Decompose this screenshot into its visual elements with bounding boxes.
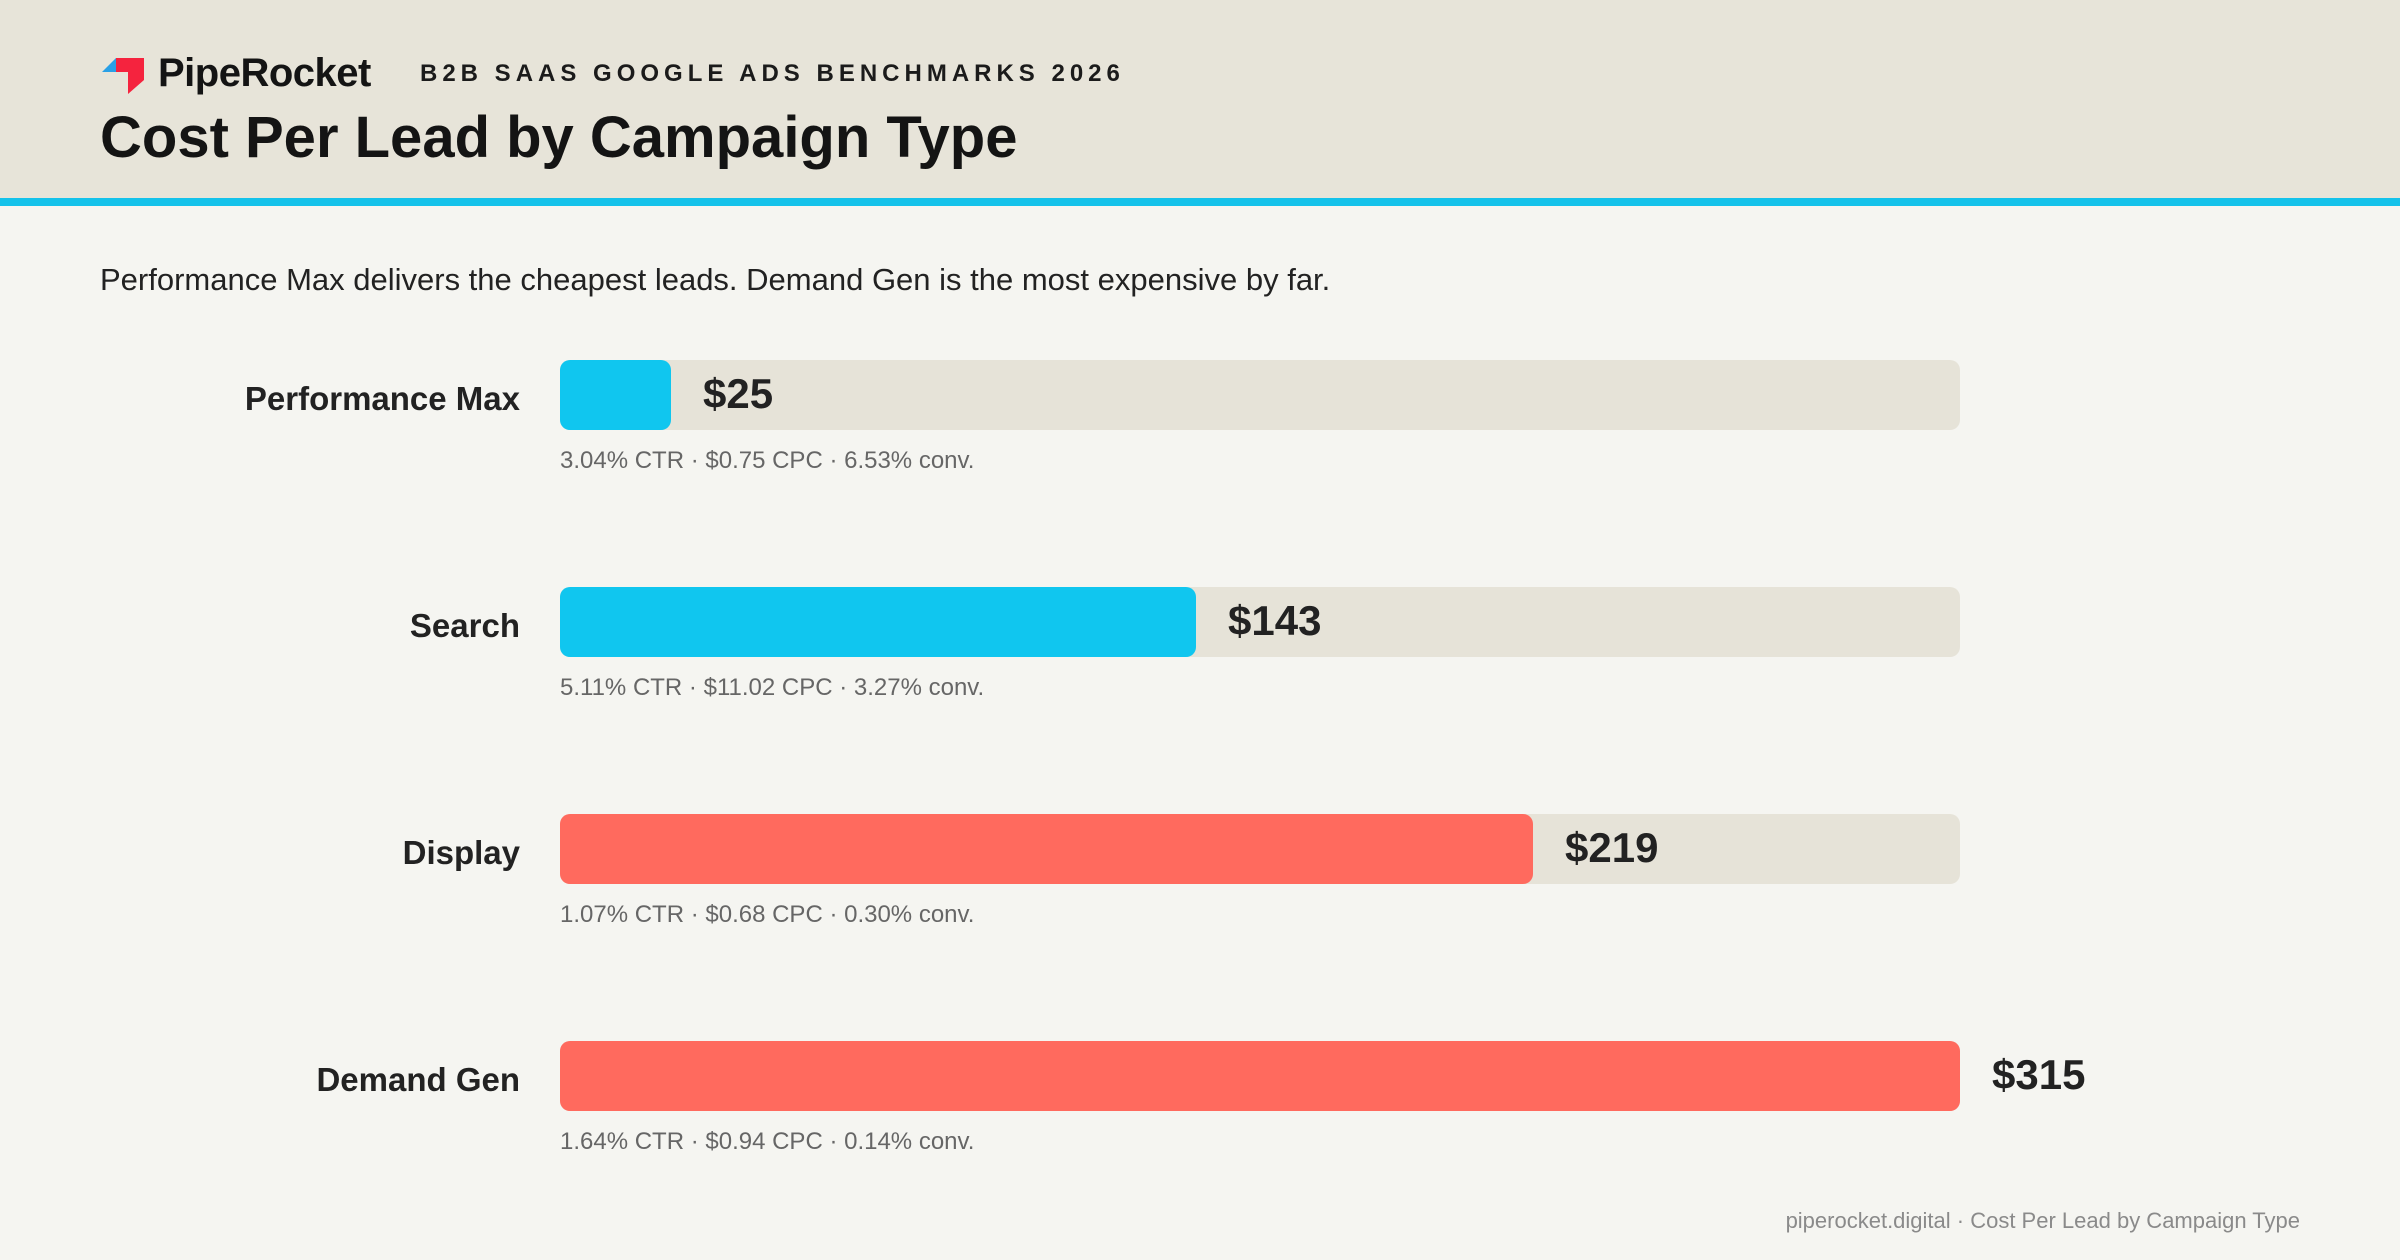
category-label: Display (402, 834, 520, 871)
bar-row: Display $219 1.07% CTR · $0.68 CPC · 0.30%… (0, 814, 2400, 954)
value-label: $315 (1992, 1051, 2086, 1098)
brand-name: PipeRocket (158, 50, 371, 95)
bar-row: Performance Max $25 3.04% CTR · $0.75 CPC … (0, 360, 2400, 500)
category-label: Demand Gen (316, 1061, 520, 1098)
bar (560, 587, 1196, 657)
value-label: $143 (1228, 597, 1322, 644)
category-label: Search (409, 607, 520, 644)
chart-subtitle: Performance Max delivers the cheapest le… (100, 262, 1331, 297)
brand[interactable]: PipeRocket (100, 48, 371, 98)
bar-track (560, 360, 1960, 430)
bar (560, 1041, 1960, 1111)
bar-row: Demand Gen $315 1.64% CTR · $0.94 CPC · 0.… (0, 1041, 2400, 1181)
metrics-caption: 1.64% CTR · $0.94 CPC · 0.14% conv. (560, 1128, 975, 1155)
category-label: Performance Max (244, 380, 520, 417)
bar (560, 360, 671, 430)
piperocket-logo-icon (102, 58, 144, 94)
value-label: $25 (703, 370, 774, 417)
metrics-caption: 3.04% CTR · $0.75 CPC · 6.53% conv. (560, 447, 975, 474)
bar-row: Search $143 5.11% CTR · $11.02 CPC · 3.27%… (0, 587, 2400, 727)
bar (560, 814, 1533, 884)
page-title: Cost Per Lead by Campaign Type (100, 105, 1018, 170)
report-kicker: B2B SAAS GOOGLE ADS BENCHMARKS 2026 (420, 60, 1125, 87)
metrics-caption: 1.07% CTR · $0.68 CPC · 0.30% conv. (560, 901, 975, 928)
metrics-caption: 5.11% CTR · $11.02 CPC · 3.27% conv. (560, 674, 985, 701)
value-label: $219 (1565, 824, 1659, 871)
header: PipeRocket B2B SAAS GOOGLE ADS BENCHMARK… (0, 0, 2400, 206)
footer-source: piperocket.digital · Cost Per Lead by Ca… (1785, 1208, 2300, 1233)
